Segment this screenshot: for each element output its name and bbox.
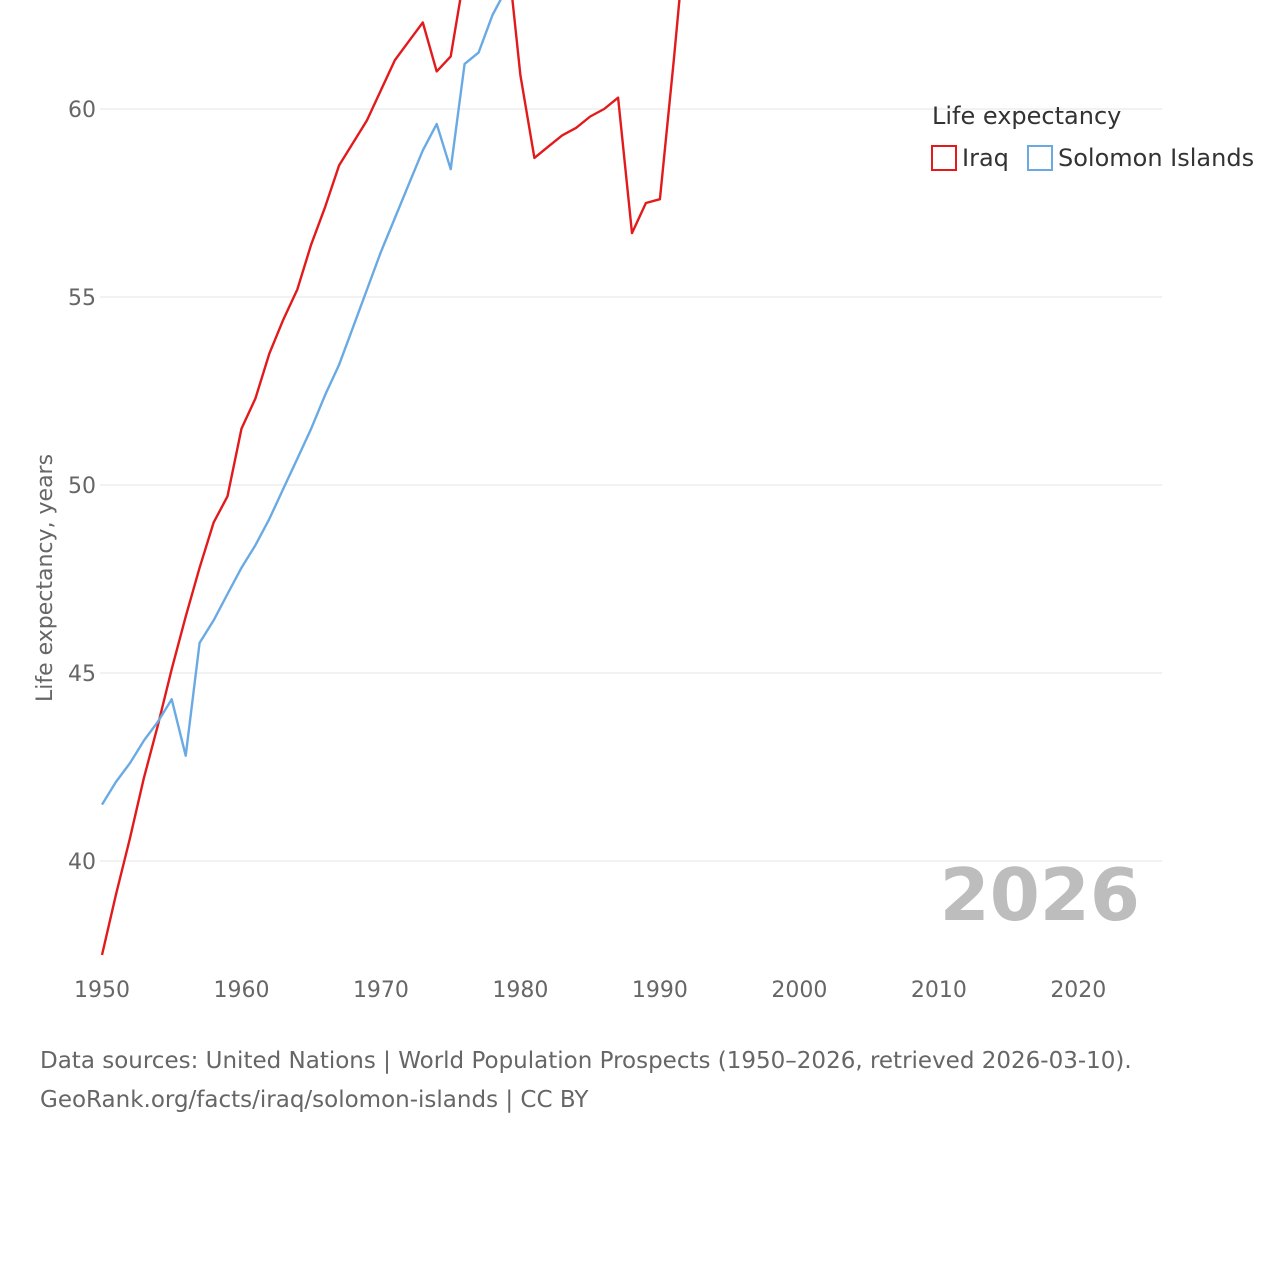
legend-item-solomon-islands[interactable]: Solomon Islands — [1027, 144, 1254, 172]
series-line-solomon-islands — [100, 0, 502, 806]
gridlines — [100, 108, 1162, 862]
x-axis-ticks: 1950 1960 1970 1980 1990 2000 2010 2020 — [74, 978, 1106, 1003]
y-tick-label: 55 — [68, 286, 96, 311]
legend: Life expectancy Iraq Solomon Islands — [931, 102, 1254, 172]
legend-label-solomon-islands: Solomon Islands — [1058, 144, 1254, 172]
x-tick-label: 2000 — [771, 978, 827, 1003]
y-tick-label: 50 — [68, 474, 96, 499]
y-tick-label: 60 — [68, 98, 96, 123]
legend-item-iraq[interactable]: Iraq — [931, 144, 1009, 172]
y-tick-label: 45 — [68, 662, 96, 687]
legend-label-iraq: Iraq — [962, 144, 1009, 172]
x-tick-label: 1990 — [632, 978, 688, 1003]
y-axis-ticks: 40455055606570 — [68, 98, 96, 875]
x-tick-label: 1970 — [353, 978, 409, 1003]
credit-link[interactable]: GeoRank.org/facts/iraq/solomon-islands |… — [40, 1087, 589, 1113]
legend-title: Life expectancy — [932, 102, 1121, 130]
y-axis-label: Life expectancy, years — [33, 454, 58, 702]
y-tick-label: 40 — [68, 850, 96, 875]
x-tick-label: 1980 — [492, 978, 548, 1003]
source-note: Data sources: United Nations | World Pop… — [40, 1042, 1240, 1120]
year-watermark: 2026 — [940, 853, 1140, 937]
series-line-iraq — [100, 0, 681, 956]
x-tick-label: 2010 — [911, 978, 967, 1003]
legend-swatch-solomon-islands — [1027, 145, 1053, 171]
data-sources-text: Data sources: United Nations | World Pop… — [40, 1048, 1132, 1074]
x-tick-label: 2020 — [1050, 978, 1106, 1003]
legend-swatch-iraq — [931, 145, 957, 171]
x-tick-label: 1960 — [213, 978, 269, 1003]
series-lines — [100, 0, 681, 956]
x-tick-label: 1950 — [74, 978, 130, 1003]
